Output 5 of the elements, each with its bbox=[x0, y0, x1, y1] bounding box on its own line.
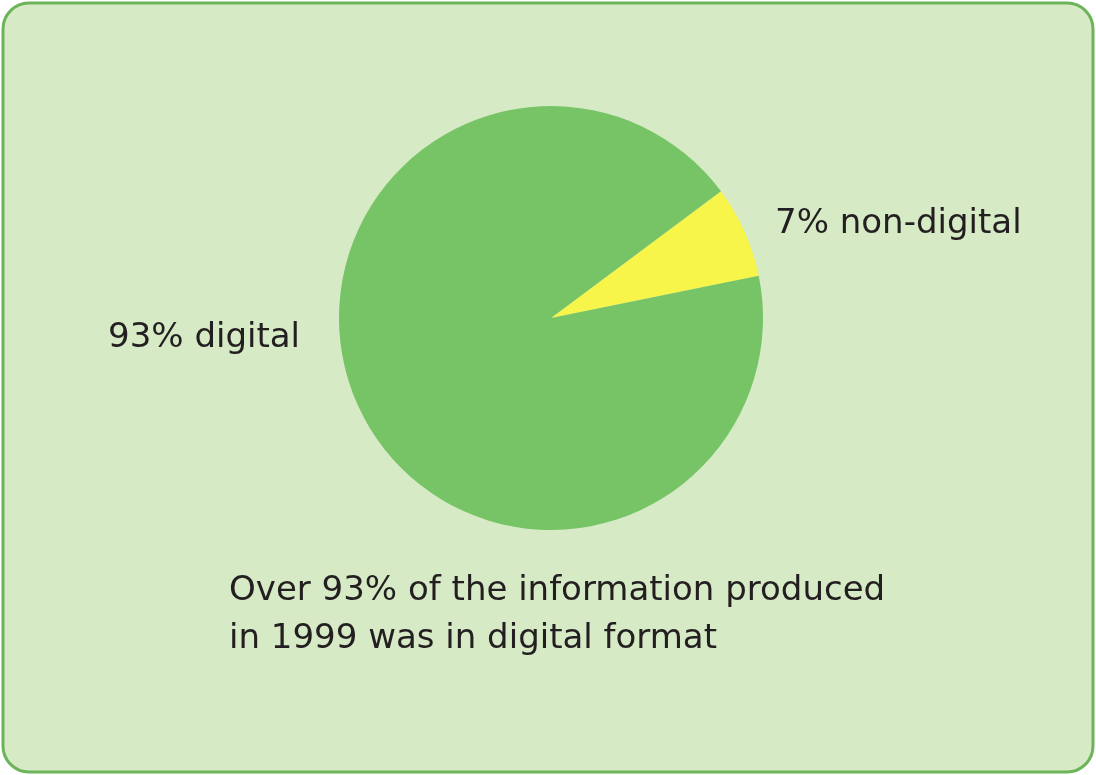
text: Over 93% of the information produced in 1999 was in digital format bbox=[229, 568, 886, 656]
slice-label: 7% non-digital bbox=[775, 201, 1022, 241]
pie-slice bbox=[551, 191, 759, 318]
slice-label: 93% digital bbox=[108, 315, 301, 355]
pie-slice bbox=[339, 106, 763, 530]
